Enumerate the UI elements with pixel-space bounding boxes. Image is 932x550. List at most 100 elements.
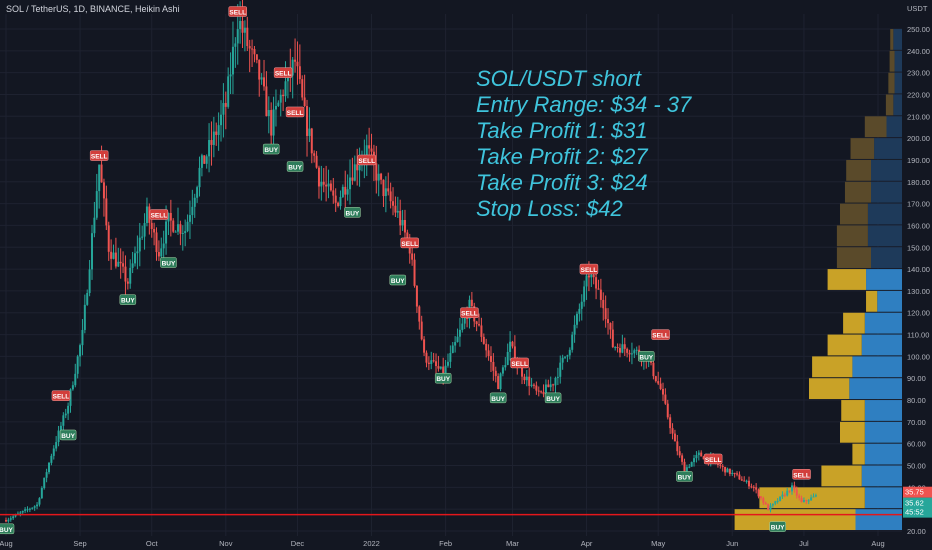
signal-label: SELL bbox=[275, 71, 292, 78]
volume-bar-gold bbox=[812, 356, 853, 378]
candle-body bbox=[590, 275, 593, 278]
volume-bar-gold bbox=[885, 94, 894, 116]
candle-body bbox=[628, 352, 631, 355]
candle-body bbox=[779, 496, 782, 501]
candle-body bbox=[721, 465, 724, 467]
buy-signal bbox=[676, 471, 693, 482]
candle-body bbox=[578, 308, 581, 314]
volume-bar-blue bbox=[874, 138, 902, 159]
candle-body bbox=[236, 29, 239, 44]
candle-body bbox=[382, 179, 385, 197]
buy-signal bbox=[638, 351, 655, 362]
candle-body bbox=[635, 349, 638, 351]
candle-body bbox=[145, 206, 148, 224]
price-tag-current-label: 35.75 bbox=[905, 488, 924, 497]
candle-body bbox=[745, 480, 748, 482]
candle-body bbox=[487, 350, 490, 357]
candle-body bbox=[162, 243, 165, 249]
candle-body bbox=[21, 510, 24, 513]
y-tick-label: 240.00 bbox=[907, 47, 930, 56]
candle-body bbox=[755, 487, 758, 490]
signals: BUY SELL BUY SELL BUY SELL BUY SELL SELL BUY SELL B… bbox=[0, 6, 811, 535]
candle-body bbox=[40, 488, 43, 499]
signal-label: BUY bbox=[639, 354, 653, 361]
candle-body bbox=[203, 155, 206, 164]
candle-body bbox=[169, 212, 172, 221]
candle-body bbox=[251, 48, 254, 50]
volume-bar-blue bbox=[855, 509, 902, 530]
candle-body bbox=[728, 468, 731, 474]
candle-body bbox=[415, 285, 418, 307]
volume-bar-blue bbox=[852, 356, 902, 378]
y-tick-label: 190.00 bbox=[907, 156, 930, 165]
candle-body bbox=[79, 345, 82, 357]
candle-body bbox=[19, 512, 22, 514]
candle-body bbox=[802, 500, 805, 502]
candle-body bbox=[568, 349, 571, 356]
candle-body bbox=[595, 277, 598, 289]
candle-body bbox=[547, 384, 550, 388]
y-tick-label: 110.00 bbox=[907, 331, 929, 340]
candle-body bbox=[430, 360, 433, 364]
candle-body bbox=[633, 350, 636, 354]
sell-signal bbox=[400, 237, 419, 249]
candle-body bbox=[33, 506, 36, 508]
candle-body bbox=[50, 455, 53, 463]
candle-body bbox=[685, 467, 688, 473]
candle-body bbox=[322, 181, 325, 185]
candle-body bbox=[738, 474, 741, 480]
candle-body bbox=[270, 110, 273, 136]
candle-body bbox=[621, 344, 624, 353]
x-tick-label: Aug bbox=[871, 539, 884, 548]
candle-body bbox=[790, 485, 793, 492]
candle-body bbox=[384, 188, 387, 197]
buy-signal bbox=[434, 372, 452, 384]
candle-body bbox=[733, 472, 736, 474]
volume-bar-gold bbox=[821, 465, 862, 487]
volume-bar-gold bbox=[809, 378, 850, 400]
candle-body bbox=[475, 321, 478, 325]
candle-body bbox=[69, 389, 72, 406]
signal-label: SELL bbox=[53, 394, 70, 401]
y-tick-label: 180.00 bbox=[907, 178, 930, 187]
candle-body bbox=[599, 289, 602, 300]
signal-label: SELL bbox=[461, 311, 478, 318]
candle-body bbox=[463, 317, 466, 324]
candle-body bbox=[81, 329, 84, 346]
y-tick-label: 160.00 bbox=[907, 221, 930, 230]
price-tag-close-label: 35.62 bbox=[905, 499, 924, 508]
y-tick-label: 220.00 bbox=[907, 90, 930, 99]
volume-bar-blue bbox=[866, 269, 902, 290]
trade-annotation: SOL/USDT short Entry Range: $34 - 37 Tak… bbox=[476, 66, 691, 222]
candle-body bbox=[401, 220, 404, 226]
candle-body bbox=[585, 275, 588, 287]
candle-body bbox=[611, 329, 614, 348]
buy-signal bbox=[286, 161, 304, 172]
candle-body bbox=[521, 367, 524, 377]
candle-body bbox=[418, 306, 421, 322]
candle-body bbox=[143, 223, 146, 237]
candle-body bbox=[552, 384, 555, 386]
buy-signal bbox=[119, 294, 137, 305]
candle-body bbox=[683, 461, 686, 473]
candle-body bbox=[396, 210, 399, 213]
x-tick-label: Dec bbox=[291, 539, 305, 548]
buy-signal bbox=[160, 257, 177, 268]
candle-body bbox=[425, 352, 428, 363]
volume-bar-blue bbox=[864, 400, 902, 421]
y-tick-label: 200.00 bbox=[907, 134, 930, 143]
candle-body bbox=[315, 155, 318, 168]
volume-bar-blue bbox=[849, 378, 902, 400]
volume-bar-gold bbox=[840, 203, 868, 225]
candle-body bbox=[349, 177, 352, 190]
candle-body bbox=[334, 195, 337, 203]
candle-body bbox=[193, 197, 196, 207]
annotation-line: Take Profit 1: $31 bbox=[476, 118, 648, 143]
candle-body bbox=[126, 281, 129, 284]
candle-body bbox=[28, 508, 31, 510]
candle-body bbox=[291, 59, 294, 76]
candle-body bbox=[427, 362, 430, 364]
sell-signal bbox=[510, 357, 529, 369]
signal-label: BUY bbox=[346, 210, 360, 217]
